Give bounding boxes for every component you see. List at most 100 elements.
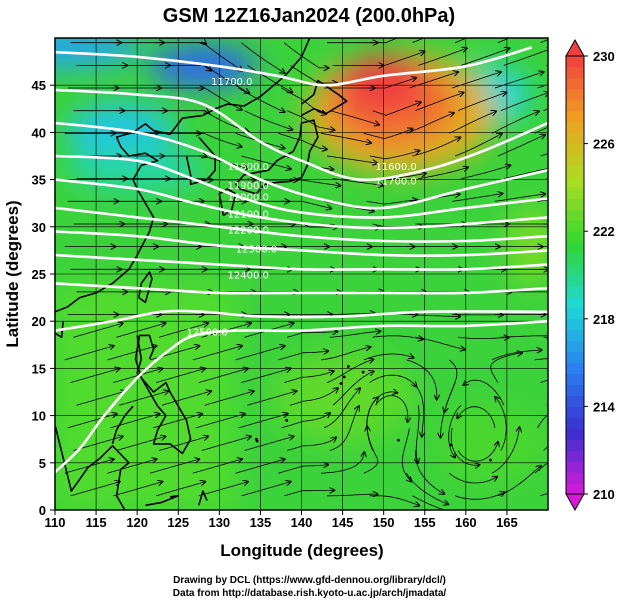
contour-label: 12500.0 <box>186 327 227 338</box>
streamline <box>321 452 364 474</box>
contour-label: 11600.0 <box>375 162 416 173</box>
contour-line <box>55 46 532 87</box>
streamline <box>287 438 336 451</box>
streamline <box>363 129 413 140</box>
streamline <box>73 436 123 451</box>
x-tick-label: 140 <box>291 515 313 530</box>
contour-line <box>55 319 548 474</box>
streamline <box>149 459 199 474</box>
island <box>285 418 289 422</box>
streamline <box>324 313 375 315</box>
contour-label: 12300.0 <box>236 244 277 255</box>
streamline <box>412 382 423 437</box>
island <box>339 382 343 385</box>
streamline <box>363 354 414 361</box>
colorbar-segment <box>566 209 584 221</box>
field-blob <box>435 403 546 484</box>
colorbar-segment <box>566 253 584 265</box>
streamline <box>321 132 371 143</box>
colorbar-segment <box>566 99 584 112</box>
streamline <box>64 459 114 474</box>
streamline <box>107 459 156 474</box>
x-tick-label: 130 <box>208 515 230 530</box>
contour-label: 11800.0 <box>228 162 269 173</box>
island <box>255 439 259 443</box>
colorbar-segment <box>566 483 584 495</box>
streamline <box>503 167 548 180</box>
streamline <box>155 369 205 383</box>
streamline <box>494 194 545 202</box>
streamline <box>329 406 359 451</box>
y-axis-ticks: 0 5 10 15 20 25 30 35 40 45 <box>32 78 55 518</box>
streamline <box>375 395 408 422</box>
streamline <box>192 346 242 361</box>
y-tick-label: 30 <box>32 220 46 235</box>
contour-line <box>55 88 548 182</box>
streamline <box>192 459 242 474</box>
streamline <box>497 38 510 44</box>
colorbar-tick-label: 226 <box>593 137 615 152</box>
x-tick-label: 135 <box>250 515 272 530</box>
colorbar-segment <box>566 395 584 407</box>
contour-line <box>55 282 548 295</box>
streamline <box>110 414 159 429</box>
streamline <box>412 137 460 157</box>
streamline <box>366 78 416 89</box>
chart-title: GSM 12Z16Jan2024 (200.0hPa) <box>163 5 455 27</box>
streamline <box>241 155 291 169</box>
x-tick-label: 165 <box>496 515 518 530</box>
streamline <box>158 323 208 338</box>
streamline <box>287 110 334 130</box>
streamline <box>67 414 117 429</box>
streamline <box>415 93 463 112</box>
colorbar-segment <box>566 439 584 451</box>
field-blob <box>147 44 258 89</box>
grid-lines <box>55 38 548 510</box>
streamline <box>321 347 370 361</box>
streamline <box>283 42 328 68</box>
credit-data: Data from http://database.rish.kyoto-u.a… <box>172 588 447 599</box>
streamline <box>452 194 502 202</box>
streamline <box>375 52 425 66</box>
colorbar-segment <box>566 296 584 309</box>
colorbar-segment <box>566 417 584 429</box>
streamline <box>329 110 379 125</box>
streamline <box>537 199 548 202</box>
streamline <box>244 110 293 130</box>
contour-line <box>55 206 548 243</box>
streamline <box>284 490 334 497</box>
streamline <box>162 65 211 70</box>
streamline <box>204 65 250 93</box>
streamline <box>491 427 520 474</box>
streamline <box>409 315 461 317</box>
contour-label: 12200.0 <box>228 225 269 236</box>
streamline <box>241 482 291 497</box>
streamline <box>247 179 298 180</box>
streamline <box>490 353 522 383</box>
streamline <box>369 151 420 160</box>
colorbar-segment <box>566 406 584 418</box>
island <box>555 442 558 445</box>
streamline <box>497 466 541 497</box>
y-tick-label: 15 <box>32 361 46 376</box>
colorbar-segment <box>566 373 584 385</box>
y-tick-label: 5 <box>39 456 46 471</box>
colorbar-segment <box>566 275 584 287</box>
colorbar-segment <box>566 362 584 375</box>
streamline <box>534 126 548 134</box>
streamline <box>281 413 330 429</box>
colorbar-segment <box>566 242 584 254</box>
colorbar: 210 214 218 222 226 230 <box>565 38 615 512</box>
colorbar-max-arrow <box>565 38 585 57</box>
colorbar-segment <box>566 472 584 484</box>
streamline <box>287 332 337 338</box>
colorbar-segment <box>566 450 584 462</box>
colorbar-segment <box>566 340 584 353</box>
colorbar-segment <box>566 88 584 101</box>
streamline <box>495 397 507 451</box>
streamline <box>70 482 120 497</box>
streamline <box>457 442 498 462</box>
colorbar-segment <box>566 77 584 90</box>
credit-drawing: Drawing by DCL (https://www.gfd-dennou.o… <box>173 575 446 586</box>
island <box>397 438 400 442</box>
